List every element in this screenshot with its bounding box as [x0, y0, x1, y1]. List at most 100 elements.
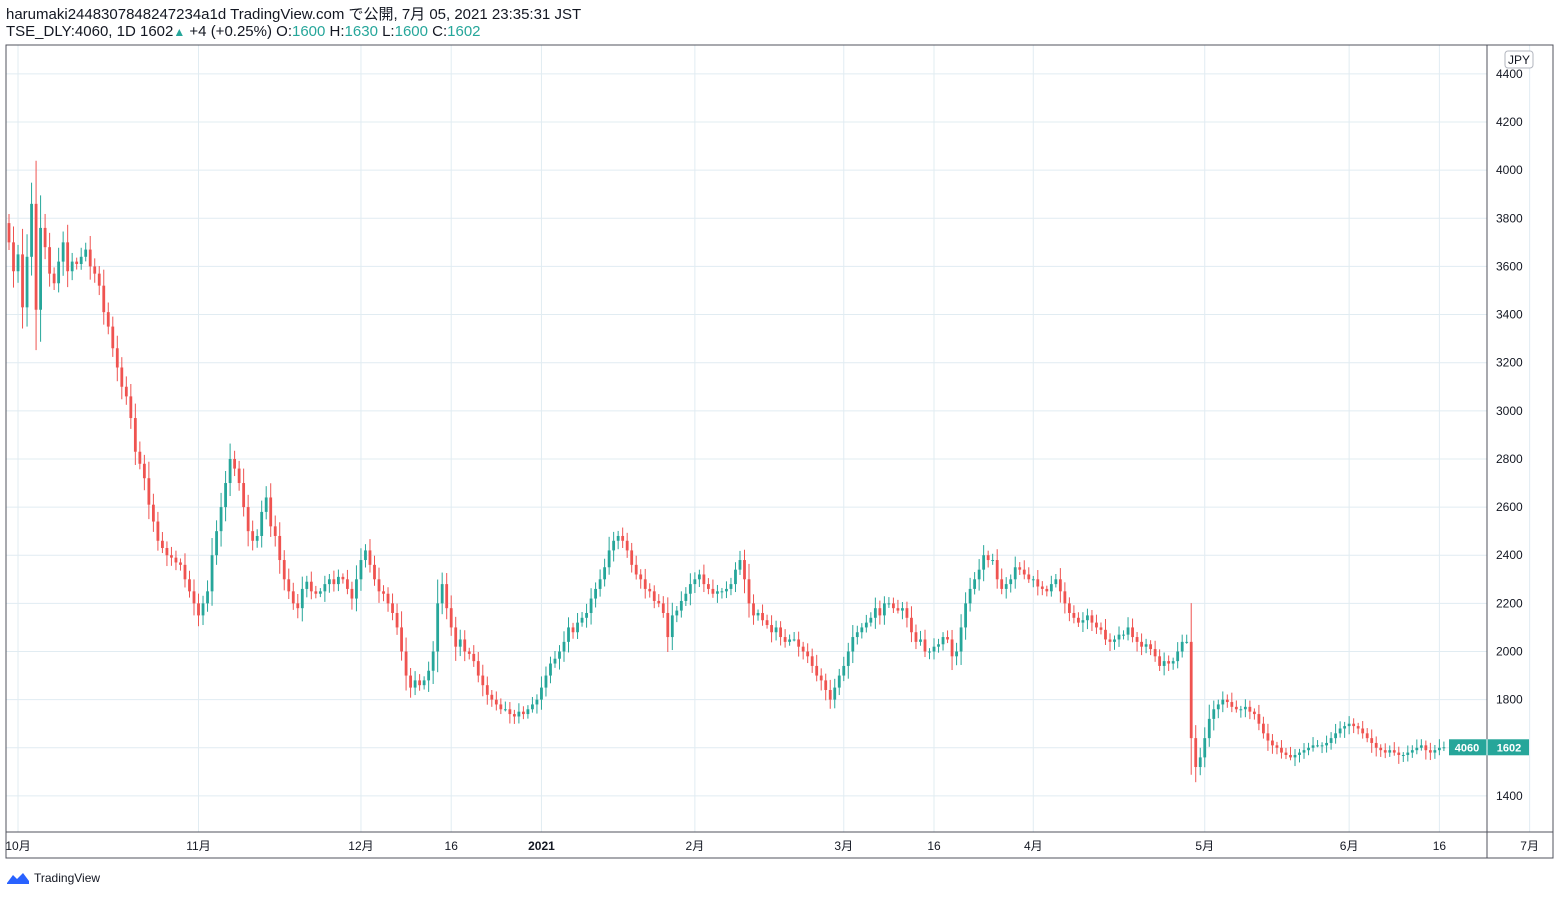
- candle-body: [1198, 757, 1202, 768]
- candle-body: [215, 531, 218, 556]
- candle-body: [350, 588, 354, 599]
- candle-body: [75, 261, 79, 265]
- candle-body: [810, 656, 814, 666]
- candle-body: [183, 564, 187, 580]
- candle-body: [39, 227, 42, 310]
- y-tick-label: 4200: [1496, 115, 1523, 129]
- open-label: O:: [276, 23, 292, 40]
- candle-body: [454, 627, 458, 647]
- candle-body: [986, 555, 990, 561]
- candle-body: [702, 574, 706, 585]
- candle-body: [1113, 639, 1116, 642]
- candle-body: [93, 266, 97, 274]
- y-tick-label: 1400: [1496, 789, 1523, 803]
- candle-body: [1352, 723, 1356, 727]
- candle-body: [806, 651, 810, 657]
- candle-body: [549, 663, 552, 676]
- close-label: C:: [432, 23, 448, 40]
- candle-body: [535, 699, 539, 705]
- candle-body: [1262, 723, 1265, 734]
- candle-body: [544, 675, 548, 688]
- candle-body: [1410, 750, 1414, 753]
- candle-body: [1397, 752, 1401, 755]
- candle-body: [616, 535, 620, 541]
- candle-body: [1004, 584, 1008, 589]
- candle-body: [1077, 617, 1080, 623]
- candle-body: [1135, 637, 1139, 642]
- x-tick-label: 11月: [186, 839, 210, 853]
- x-tick-label: 16: [445, 839, 459, 853]
- candle-body: [16, 254, 20, 272]
- x-tick-label: 2月: [686, 839, 705, 853]
- tradingview-logo[interactable]: TradingView: [6, 870, 100, 886]
- candle-body: [151, 504, 155, 522]
- candle-body: [472, 653, 476, 662]
- candle-body: [761, 612, 764, 621]
- candle-body: [1383, 750, 1387, 753]
- candle-body: [1221, 699, 1225, 705]
- y-tick-label: 2400: [1496, 548, 1523, 562]
- candle-body: [1437, 747, 1441, 751]
- close-value: 1602: [447, 23, 481, 40]
- candle-body: [932, 646, 936, 652]
- candle-body: [30, 203, 33, 257]
- candle-body: [819, 675, 823, 681]
- candle-body: [639, 574, 643, 580]
- symbol-label[interactable]: TSE_DLY:4060, 1D: [6, 23, 136, 40]
- candle-body: [1289, 754, 1292, 758]
- candle-body: [1343, 726, 1347, 729]
- candle-body: [1180, 641, 1184, 652]
- candle-body: [1144, 644, 1148, 647]
- candle-body: [707, 584, 710, 589]
- candle-body: [1252, 711, 1256, 715]
- candle-body: [1311, 745, 1315, 748]
- candle-body: [318, 591, 322, 594]
- y-tick-label: 3000: [1496, 404, 1523, 418]
- candle-body: [801, 646, 805, 652]
- candle-body: [1338, 728, 1342, 734]
- candle-body: [355, 579, 358, 599]
- candle-body: [666, 612, 670, 638]
- candle-body: [413, 680, 417, 688]
- candle-body: [1099, 627, 1103, 630]
- candle-body: [57, 261, 61, 284]
- candle-body: [594, 588, 597, 599]
- candle-body: [1243, 706, 1247, 710]
- candle-body: [291, 591, 295, 604]
- x-tick-label: 7月: [1520, 839, 1539, 853]
- low-value: 1600: [394, 23, 428, 40]
- candle-body: [571, 627, 575, 633]
- chart-header-title: harumaki2448307848247234a1d TradingView.…: [6, 6, 582, 23]
- candle-body: [48, 247, 52, 274]
- price-change: +4 (+0.25%): [189, 23, 272, 40]
- candle-body: [589, 598, 593, 613]
- x-tick-label: 2021: [528, 839, 555, 853]
- candle-body: [779, 627, 782, 638]
- candle-body: [657, 600, 661, 604]
- candle-body: [156, 521, 160, 541]
- candle-body: [1189, 641, 1193, 739]
- candle-body: [1203, 738, 1207, 758]
- candle-body: [1293, 754, 1297, 758]
- candle-body: [1058, 579, 1062, 592]
- candle-body: [905, 608, 909, 618]
- candle-body: [684, 593, 688, 601]
- candle-body: [964, 603, 968, 628]
- candle-body: [1347, 723, 1351, 727]
- candle-body: [837, 675, 841, 688]
- candle-body: [1316, 745, 1319, 747]
- candle-body: [1117, 634, 1121, 640]
- candle-body: [625, 540, 629, 551]
- x-tick-label: 5月: [1195, 839, 1214, 853]
- candle-body: [585, 612, 588, 618]
- last-price-value: 1602: [1497, 742, 1521, 754]
- candle-body: [1049, 584, 1053, 592]
- candle-body: [490, 694, 494, 700]
- candle-body: [621, 535, 625, 541]
- open-value: 1600: [292, 23, 326, 40]
- candle-body: [1176, 651, 1180, 662]
- candle-body: [1280, 747, 1283, 753]
- candle-body: [1013, 567, 1017, 580]
- candle-body: [409, 675, 412, 688]
